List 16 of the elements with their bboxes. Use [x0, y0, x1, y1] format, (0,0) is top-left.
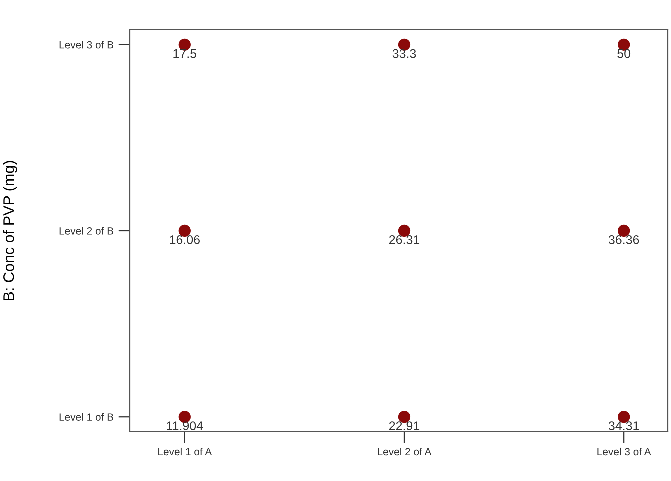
x-tick-label: Level 1 of A [158, 448, 212, 456]
data-label: 11.904 [167, 422, 204, 430]
data-label: 50 [618, 49, 631, 58]
data-label: 34.31 [608, 422, 640, 430]
data-label: 36.36 [608, 235, 640, 244]
data-label: 17.5 [174, 50, 197, 58]
data-label: 16.06 [170, 235, 200, 244]
y-axis-title: B: Conc of PVP (mg) [3, 161, 18, 301]
data-label: 22.91 [389, 422, 420, 430]
data-label: 33.3 [392, 49, 416, 58]
x-tick-label: Level 3 of A [598, 448, 652, 456]
y-tick-label: Level 3 of B [60, 41, 114, 49]
y-tick-label: Level 2 of B [60, 227, 114, 235]
data-label: 26.31 [389, 235, 420, 244]
x-tick-label: Level 2 of A [378, 448, 432, 456]
y-tick-label: Level 1 of B [60, 413, 114, 421]
